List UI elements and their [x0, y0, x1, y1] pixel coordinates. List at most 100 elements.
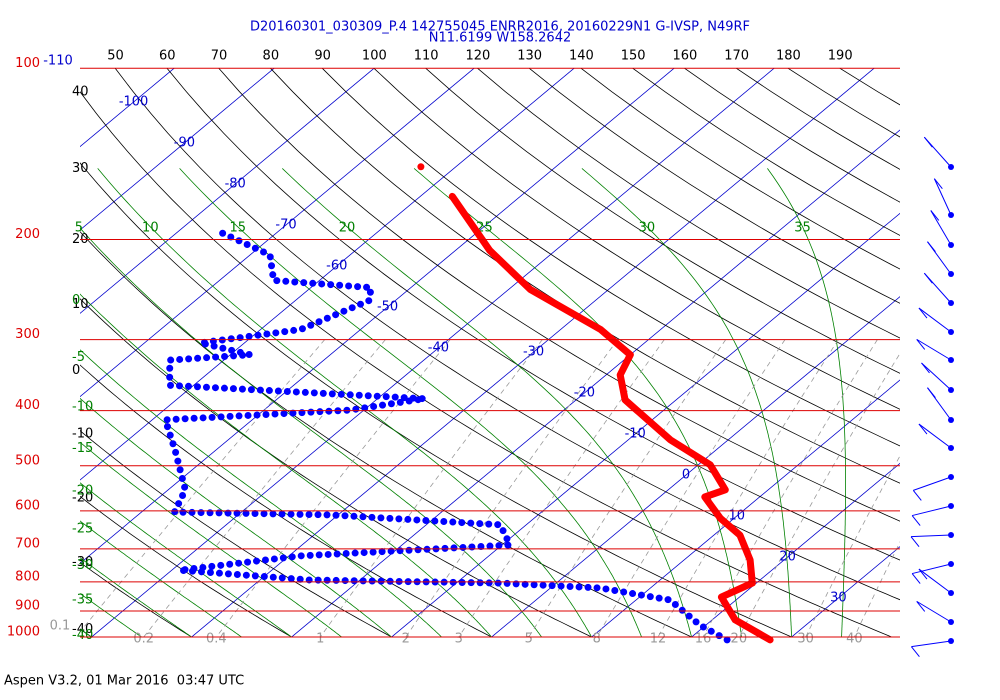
isotherm: [691, 462, 900, 637]
pressure-label: 700: [15, 536, 40, 551]
mixing-ratio-label: 12: [650, 632, 667, 647]
mixing-ratio-label: 0.1: [50, 619, 71, 634]
dry-adiabat-label: 130: [517, 49, 542, 64]
barb-flag: [927, 241, 936, 252]
dry-adiabat: [80, 231, 693, 637]
dry-adiabat: [114, 68, 900, 601]
barb-flag: [933, 178, 943, 189]
moist-adiabat-label: 0: [72, 293, 80, 308]
dry-adiabat-label: 100: [362, 49, 387, 64]
barb-flag: [930, 210, 940, 221]
moist-adiabat: [80, 592, 143, 637]
mixing-ratio-line: [80, 339, 326, 633]
moist-adiabat: [282, 168, 693, 637]
moist-adiabat-label: -5: [72, 350, 85, 365]
moist-adiabat-label: -30: [72, 558, 93, 573]
mixing-ratio-line: [528, 339, 727, 637]
mixing-ratio-line: [405, 339, 619, 637]
barb-staff: [930, 210, 952, 246]
mixing-ratio-label: 0.2: [133, 632, 154, 647]
isotherm-label: 0: [682, 468, 690, 483]
pressure-label: 800: [15, 569, 40, 584]
moist-adiabat-label: 5: [75, 221, 83, 236]
moist-adiabat-label: -40: [72, 628, 93, 643]
barb-staff: [918, 307, 952, 333]
pressure-label: 500: [15, 453, 40, 468]
isotherm-label: 30: [830, 591, 847, 606]
barb-flag: [916, 339, 926, 350]
isotherm: [791, 546, 900, 637]
moist-adiabat-label: 35: [794, 221, 811, 236]
isotherm-label: -20: [574, 386, 595, 401]
moist-adiabat-label: 15: [229, 221, 246, 236]
mixing-ratio-label: 8: [593, 632, 601, 647]
moist-adiabat: [581, 168, 793, 637]
barb-staff: [918, 423, 952, 449]
background-lines: [80, 68, 900, 637]
barb-flag: [911, 573, 921, 584]
moist-adiabat-label: 10: [142, 221, 159, 236]
moist-adiabat: [80, 441, 343, 637]
dry-adiabat-label: 70: [211, 49, 228, 64]
dry-adiabat-label: 160: [672, 49, 697, 64]
barb-staff: [933, 178, 952, 216]
isotherm-label: -50: [377, 300, 398, 315]
mixing-ratio-line: [805, 455, 900, 637]
barb-flag: [923, 272, 933, 284]
mixing-ratio-label: 16: [695, 632, 712, 647]
isotherm: [80, 68, 476, 398]
isotherm: [80, 68, 576, 481]
barb-staff: [921, 362, 952, 391]
trace: [448, 192, 774, 644]
pressure-label: 900: [15, 598, 40, 613]
dry-adiabat: [373, 68, 900, 410]
footer: Aspen V3.2, 01 Mar 2016 03:47 UTC: [4, 674, 244, 689]
mixing-ratio-line: [702, 339, 878, 637]
dry-adiabat-label: -10: [72, 427, 93, 442]
pressure-label: 100: [15, 56, 40, 71]
barb-flag: [910, 536, 920, 547]
dry-adiabat: [166, 68, 900, 561]
dry-adiabat: [80, 298, 593, 637]
dry-adiabat-label: 90: [314, 49, 331, 64]
barb-staff: [911, 640, 952, 648]
dry-adiabat-label: 140: [569, 49, 594, 64]
mixing-ratio-label: 3: [455, 632, 463, 647]
traces: [161, 163, 774, 644]
barb-flag: [916, 601, 926, 612]
mixing-ratio-line: [738, 352, 900, 637]
dry-adiabat: [80, 91, 893, 637]
isotherm: [291, 129, 900, 637]
barb-flag: [911, 515, 921, 526]
isotherm-label: -100: [119, 95, 149, 110]
pressure-label: 1000: [7, 625, 40, 640]
dry-adiabat-label: 170: [724, 49, 749, 64]
dry-adiabat: [476, 68, 900, 339]
mixing-ratio-label: 30: [797, 632, 814, 647]
dry-adiabat-label: 190: [828, 49, 853, 64]
barb-staff: [912, 505, 952, 517]
isotherm-label: -10: [625, 427, 646, 442]
barb-flag: [911, 646, 920, 657]
scale-labels: 1002003004005006007008009001000-110-100-…: [7, 49, 863, 647]
dry-adiabat: [218, 68, 900, 522]
dry-adiabat-label: 120: [465, 49, 490, 64]
barb-flag: [921, 362, 930, 374]
barb-staff: [911, 534, 952, 538]
chart-title: D20160301_030309_P.4 142755045 ENRR2016,…: [250, 20, 750, 35]
barb-flag: [927, 387, 936, 398]
dry-adiabat-label: 0: [72, 363, 80, 378]
chart-subtitle: N11.6199 W158.2642: [429, 31, 572, 46]
dry-adiabat-label: 180: [776, 49, 801, 64]
moist-adiabat-label: -25: [72, 521, 93, 536]
mixing-ratio-line: [458, 339, 665, 637]
barb-flag: [918, 568, 928, 580]
dry-adiabat: [580, 68, 900, 270]
wind-barbs: [910, 136, 954, 657]
moist-adiabat-label: 20: [339, 221, 356, 236]
dry-adiabat: [838, 68, 900, 106]
moist-adiabat-label: 30: [639, 221, 656, 236]
mixing-ratio-label: 0.4: [206, 632, 227, 647]
